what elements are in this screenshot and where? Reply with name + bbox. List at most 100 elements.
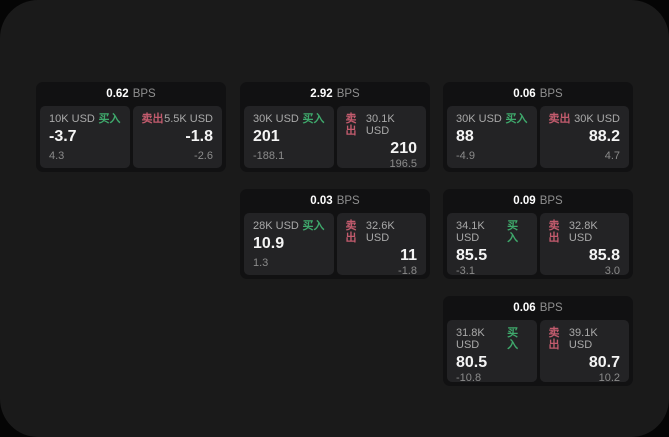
sell-pane[interactable]: 卖出 32.6K USD 11 -1.8 (336, 213, 426, 277)
sell-side-label: 卖出 (345, 113, 357, 137)
buy-price: 201 (253, 128, 280, 145)
quote-card: 0.06 BPS 30K USD 买入 88 -4.9 卖出 30K USD 8… (443, 82, 633, 172)
buy-delta: -10.8 (456, 372, 482, 384)
sell-pane[interactable]: 卖出 32.8K USD 85.8 3.0 (539, 213, 629, 277)
quote-panes: 30K USD 买入 201 -188.1 卖出 30.1K USD 210 1… (244, 106, 426, 170)
sell-pane-top: 卖出 30.1K USD (346, 113, 418, 137)
sell-side-label: 卖出 (548, 327, 560, 351)
buy-delta: -3.1 (456, 265, 475, 277)
buy-price: 80.5 (456, 354, 488, 371)
sell-delta: -1.8 (398, 265, 417, 277)
sell-delta: -2.6 (194, 150, 213, 162)
sell-price: 80.7 (588, 354, 620, 371)
sell-pane-top: 卖出 32.6K USD (346, 220, 418, 244)
sell-pane-top: 卖出 5.5K USD (142, 113, 214, 125)
buy-side-label: 买入 (302, 113, 325, 125)
buy-side-label: 买入 (505, 113, 528, 125)
bps-value: 0.06 (513, 88, 536, 100)
sell-pane[interactable]: 卖出 39.1K USD 80.7 10.2 (539, 320, 629, 384)
buy-pane-top: 30K USD 买入 (253, 113, 325, 125)
buy-amount: 10K USD (49, 113, 95, 125)
buy-pane[interactable]: 34.1K USD 买入 85.5 -3.1 (447, 213, 537, 277)
buy-side-label: 买入 (302, 220, 325, 232)
bps-value: 0.62 (106, 88, 129, 100)
sell-side-label: 卖出 (345, 220, 357, 244)
buy-pane-top: 30K USD 买入 (456, 113, 528, 125)
buy-side-label: 买入 (507, 220, 519, 244)
quote-card: 2.92 BPS 30K USD 买入 201 -188.1 卖出 30.1K … (240, 82, 430, 172)
sell-pane-top: 卖出 32.8K USD (549, 220, 621, 244)
bps-value: 0.09 (513, 195, 536, 207)
card-header: 0.03 BPS (240, 189, 430, 213)
buy-side-label: 买入 (507, 327, 519, 351)
quote-panes: 31.8K USD 买入 80.5 -10.8 卖出 39.1K USD 80.… (447, 320, 629, 384)
bps-unit-label: BPS (132, 88, 156, 100)
buy-price: 88 (456, 128, 474, 145)
buy-pane[interactable]: 30K USD 买入 201 -188.1 (244, 106, 334, 168)
buy-pane-top: 34.1K USD 买入 (456, 220, 528, 244)
sell-price: 11 (400, 247, 417, 264)
quote-panes: 34.1K USD 买入 85.5 -3.1 卖出 32.8K USD 85.8… (447, 213, 629, 277)
buy-pane-top: 10K USD 买入 (49, 113, 121, 125)
sell-amount: 39.1K USD (568, 327, 598, 351)
sell-delta: 196.5 (389, 158, 417, 170)
sell-side-label: 卖出 (141, 113, 164, 125)
buy-price: -3.7 (49, 128, 77, 145)
sell-price: 85.8 (588, 247, 620, 264)
sell-amount: 32.8K USD (568, 220, 598, 244)
buy-pane[interactable]: 30K USD 买入 88 -4.9 (447, 106, 537, 168)
card-header: 0.09 BPS (443, 189, 633, 213)
buy-amount: 28K USD (253, 220, 299, 232)
buy-amount: 30K USD (253, 113, 299, 125)
sell-price: 88.2 (588, 128, 620, 145)
sell-amount: 5.5K USD (164, 113, 213, 125)
buy-pane[interactable]: 28K USD 买入 10.9 1.3 (244, 213, 334, 275)
buy-delta: 1.3 (253, 257, 269, 269)
buy-price: 10.9 (253, 235, 285, 252)
quote-panes: 30K USD 买入 88 -4.9 卖出 30K USD 88.2 4.7 (447, 106, 629, 168)
buy-amount: 34.1K USD (456, 220, 485, 244)
quote-card: 0.06 BPS 31.8K USD 买入 80.5 -10.8 卖出 39.1… (443, 296, 633, 386)
card-header: 0.62 BPS (36, 82, 226, 106)
sell-side-label: 卖出 (548, 220, 560, 244)
buy-delta: -188.1 (253, 150, 285, 162)
buy-pane-top: 31.8K USD 买入 (456, 327, 528, 351)
quote-panes: 10K USD 买入 -3.7 4.3 卖出 5.5K USD -1.8 -2.… (40, 106, 222, 168)
sell-pane[interactable]: 卖出 30.1K USD 210 196.5 (336, 106, 426, 170)
bps-value: 2.92 (310, 88, 333, 100)
sell-price: 210 (390, 140, 417, 157)
buy-pane-top: 28K USD 买入 (253, 220, 325, 232)
sell-pane[interactable]: 卖出 30K USD 88.2 4.7 (539, 106, 629, 168)
sell-amount: 32.6K USD (365, 220, 395, 244)
bps-unit-label: BPS (539, 195, 563, 207)
quote-card: 0.09 BPS 34.1K USD 买入 85.5 -3.1 卖出 32.8K… (443, 189, 633, 279)
quote-card: 0.03 BPS 28K USD 买入 10.9 1.3 卖出 32.6K US… (240, 189, 430, 279)
sell-pane[interactable]: 卖出 5.5K USD -1.8 -2.6 (132, 106, 222, 168)
buy-delta: -4.9 (456, 150, 475, 162)
sell-delta: 4.7 (604, 150, 620, 162)
sell-pane-top: 卖出 39.1K USD (549, 327, 621, 351)
bps-value: 0.06 (513, 302, 536, 314)
buy-delta: 4.3 (49, 150, 65, 162)
sell-price: -1.8 (185, 128, 213, 145)
sell-amount: 30.1K USD (365, 113, 395, 137)
bps-value: 0.03 (310, 195, 333, 207)
buy-amount: 30K USD (456, 113, 502, 125)
buy-pane[interactable]: 10K USD 买入 -3.7 4.3 (40, 106, 130, 168)
bps-unit-label: BPS (539, 302, 563, 314)
buy-pane[interactable]: 31.8K USD 买入 80.5 -10.8 (447, 320, 537, 384)
bps-unit-label: BPS (336, 195, 360, 207)
card-header: 0.06 BPS (443, 82, 633, 106)
sell-pane-top: 卖出 30K USD (549, 113, 621, 125)
sell-amount: 30K USD (574, 113, 620, 125)
quote-panes: 28K USD 买入 10.9 1.3 卖出 32.6K USD 11 -1.8 (244, 213, 426, 277)
card-header: 0.06 BPS (443, 296, 633, 320)
bps-unit-label: BPS (336, 88, 360, 100)
buy-side-label: 买入 (98, 113, 121, 125)
bps-unit-label: BPS (539, 88, 563, 100)
sell-delta: 10.2 (598, 372, 620, 384)
buy-amount: 31.8K USD (456, 327, 485, 351)
